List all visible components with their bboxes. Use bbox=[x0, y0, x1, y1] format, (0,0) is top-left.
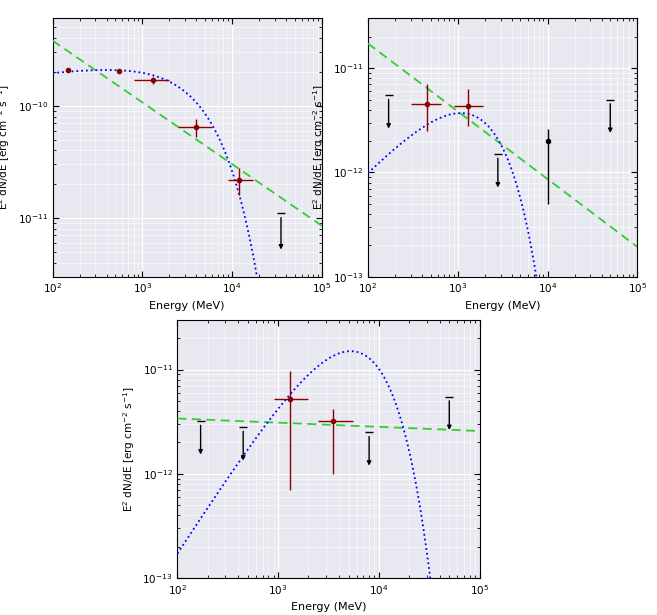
Y-axis label: E$^2$ dN/dE [erg cm$^{-2}$ s$^{-1}$]: E$^2$ dN/dE [erg cm$^{-2}$ s$^{-1}$] bbox=[0, 85, 12, 210]
Y-axis label: E$^2$ dN/dE [erg cm$^{-2}$ s$^{-1}$]: E$^2$ dN/dE [erg cm$^{-2}$ s$^{-1}$] bbox=[121, 386, 137, 512]
X-axis label: Energy (MeV): Energy (MeV) bbox=[465, 301, 540, 311]
X-axis label: Energy (MeV): Energy (MeV) bbox=[291, 602, 366, 613]
X-axis label: Energy (MeV): Energy (MeV) bbox=[150, 301, 225, 311]
Y-axis label: E$^2$ dN/dE [erg cm$^{-2}$ s$^{-1}$]: E$^2$ dN/dE [erg cm$^{-2}$ s$^{-1}$] bbox=[311, 85, 327, 210]
